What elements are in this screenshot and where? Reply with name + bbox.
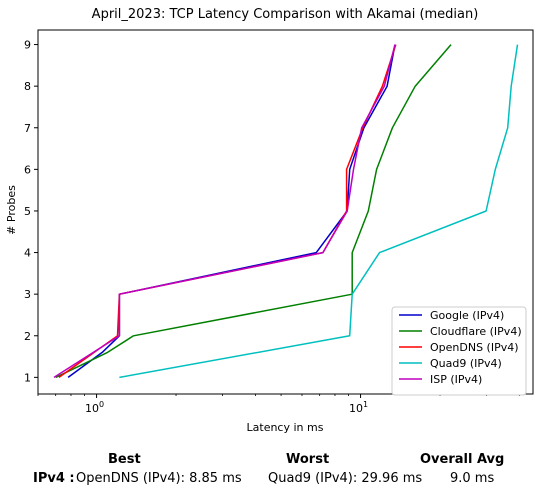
chart-title: April_2023: TCP Latency Comparison with …: [92, 7, 479, 22]
y-tick-label: 9: [24, 39, 31, 52]
y-tick-label: 2: [24, 330, 31, 343]
legend: Google (IPv4) Cloudflare (IPv4) OpenDNS (I…: [391, 306, 527, 396]
stats-worst-value: Quad9 (IPv4): 29.96 ms: [268, 471, 423, 486]
stats-header-worst: Worst: [286, 452, 330, 467]
stats-avg-value: 9.0 ms: [450, 471, 495, 486]
y-tick-label: 1: [24, 371, 31, 384]
plot-frame: [37, 29, 534, 395]
stats-header-avg: Overall Avg: [420, 452, 505, 467]
x-tick-label: 100: [85, 400, 104, 415]
axis-ticks: 100 101 1 2 3 4 5 6 7 8 9: [24, 39, 520, 415]
y-tick-label: 8: [24, 80, 31, 93]
series-line-google-ipv4: [67, 44, 396, 379]
y-tick-label: 4: [24, 247, 31, 260]
y-tick-label: 5: [24, 205, 31, 218]
legend-label: Google (IPv4): [430, 309, 504, 322]
y-tick-label: 3: [24, 288, 31, 301]
latency-chart: April_2023: TCP Latency Comparison with …: [5, 7, 534, 434]
y-tick-label: 7: [24, 122, 31, 135]
legend-box: [391, 306, 527, 396]
legend-label: Quad9 (IPv4): [430, 357, 502, 370]
series-lines: [53, 44, 519, 379]
series-line-quad9-ipv4: [119, 44, 519, 379]
stats-row-label: IPv4 :: [33, 471, 75, 486]
series-line-isp-ipv4: [53, 44, 396, 379]
legend-label: ISP (IPv4): [430, 373, 482, 386]
legend-label: Cloudflare (IPv4): [430, 325, 522, 338]
series-line-opendns-ipv4: [58, 44, 397, 379]
y-axis-label: # Probes: [5, 185, 18, 235]
y-tick-label: 6: [24, 163, 31, 176]
stats-header-best: Best: [108, 452, 141, 467]
x-tick-label: 101: [349, 400, 368, 415]
stats-best-value: OpenDNS (IPv4): 8.85 ms: [76, 471, 242, 486]
series-line-cloudflare-ipv4: [55, 44, 452, 379]
legend-label: OpenDNS (IPv4): [430, 341, 519, 354]
x-axis-label: Latency in ms: [247, 421, 324, 434]
